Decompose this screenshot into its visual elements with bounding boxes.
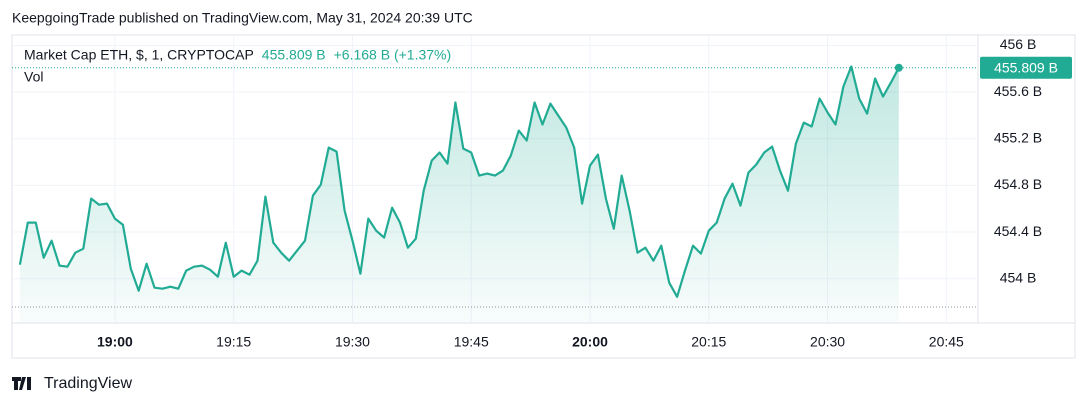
x-tick-label: 19:30: [335, 334, 370, 350]
x-tick-label: 20:30: [810, 334, 845, 350]
y-tick-label: 454.4 B: [994, 223, 1042, 239]
y-tick-label: 455.2 B: [994, 129, 1042, 145]
last-price-tag: [980, 56, 1072, 79]
y-tick-label: 454 B: [1000, 269, 1037, 285]
axes: 454 B 454.4 B 454.8 B 455.2 B 455.6 B 456 B 19…: [97, 36, 1072, 350]
y-tick-label: 456 B: [1000, 36, 1037, 52]
x-tick-label: 19:15: [216, 334, 251, 350]
x-tick-label: 20:00: [572, 334, 608, 350]
x-tick-label: 19:45: [454, 334, 489, 350]
area-fill: [19, 66, 899, 323]
legend-volume: Vol: [24, 69, 43, 85]
price-line: [18, 65, 900, 298]
logo-icon: [12, 377, 31, 390]
footer: TradingView: [44, 375, 132, 392]
last-point: [894, 63, 903, 72]
logo: TradingView: [12, 375, 132, 392]
legend-value: 455.809 B: [262, 47, 326, 63]
plot: [12, 65, 978, 323]
legend-name: Market Cap ETH, $, 1, CRYPTOCAP: [24, 47, 254, 63]
header: KeepgoingTrade published on TradingView.…: [12, 10, 473, 26]
y-tick-label: 454.8 B: [994, 176, 1042, 192]
legend-change: +6.168 B (+1.37%): [334, 47, 452, 63]
panel: [11, 34, 1076, 359]
last-price-label: 455.809 B: [994, 59, 1058, 75]
y-tick-label: 455.6 B: [994, 83, 1042, 99]
x-tick-label: 19:00: [97, 334, 133, 350]
x-tick-label: 20:15: [691, 334, 726, 350]
x-tick-label: 20:45: [929, 334, 964, 350]
